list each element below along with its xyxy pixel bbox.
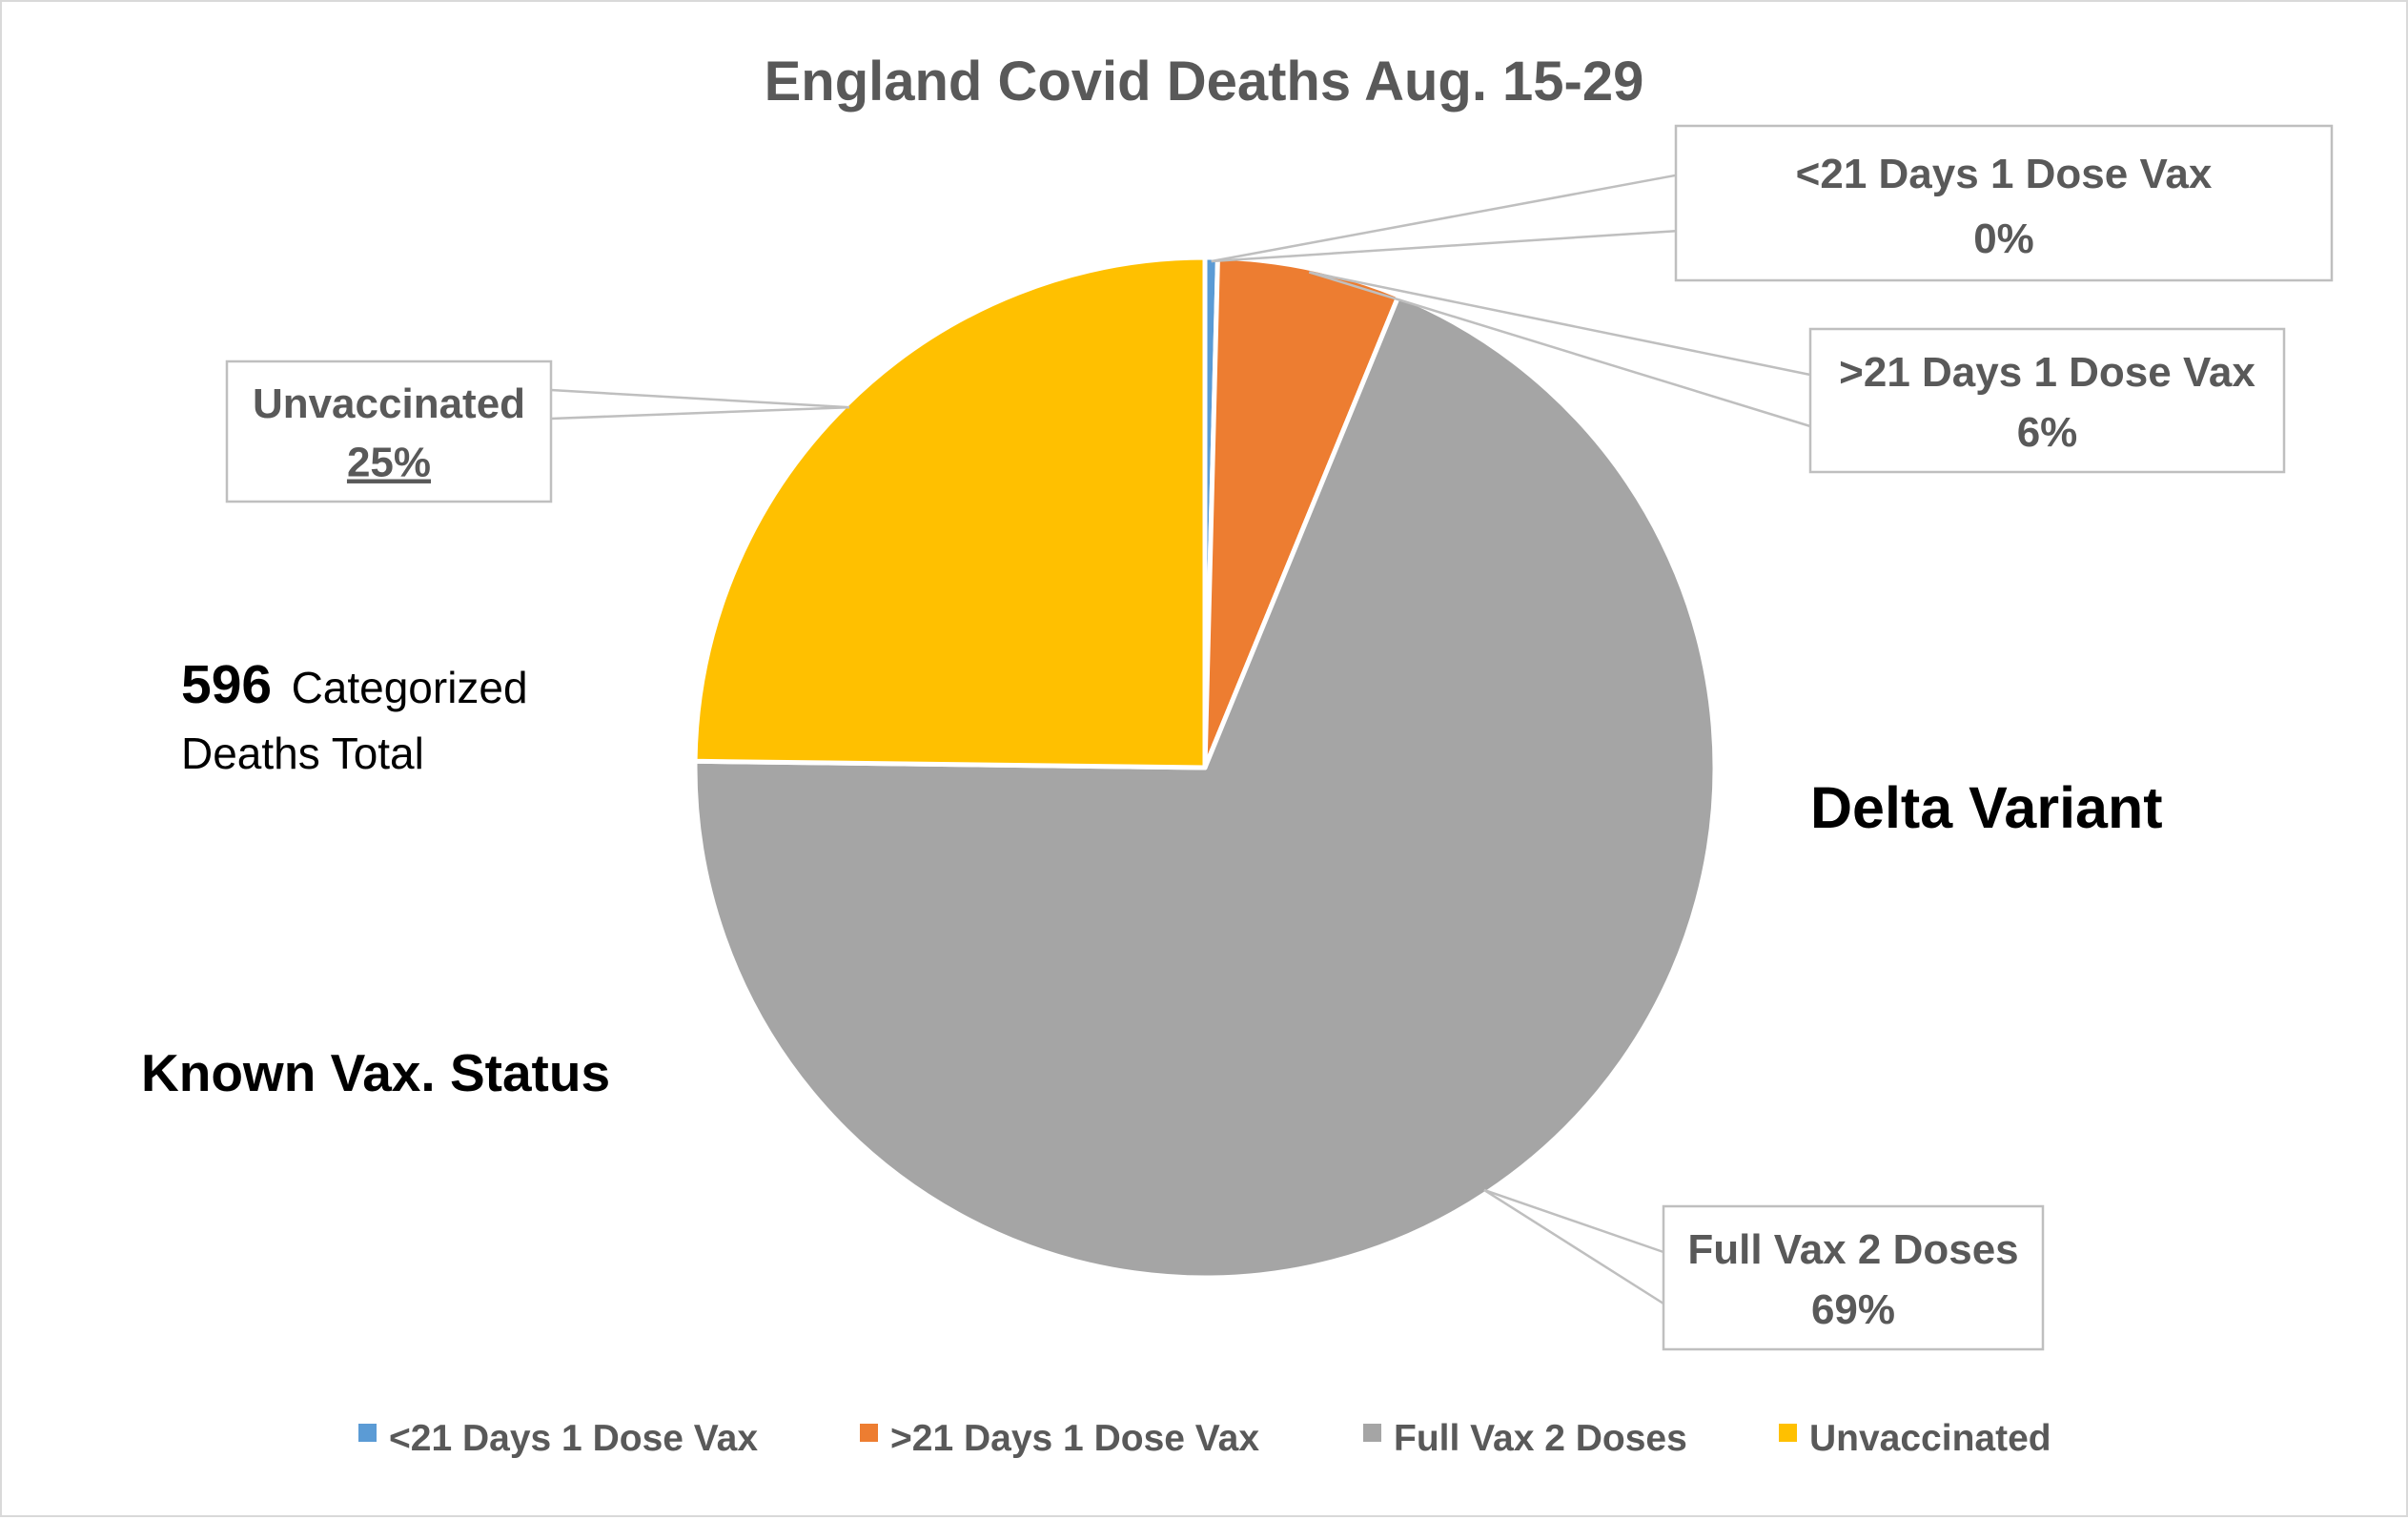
leader-line-3-b (1483, 1188, 1664, 1305)
callout-box-2 (1808, 327, 2286, 474)
callout-category-3: Full Vax 2 Doses (1687, 1226, 2018, 1273)
leader-line-1 (1211, 174, 1677, 263)
data-label-3: 69% (1811, 1286, 1895, 1333)
total-label-line1: Categorized (292, 663, 528, 712)
legend-swatch-4 (1779, 1424, 1797, 1442)
legend-swatch-1 (358, 1424, 377, 1442)
total-deaths-annotation: 596 Categorized (181, 654, 528, 715)
callout-category-4: Unvaccinated (253, 380, 525, 427)
data-label-1: 0% (1973, 216, 2034, 262)
total-count: 596 (181, 654, 272, 715)
leader-line-4 (550, 388, 849, 409)
chart-title: England Covid Deaths Aug. 15-29 (765, 51, 1644, 113)
legend-label-1: <21 Days 1 Dose Vax (389, 1418, 758, 1459)
legend-label-2: >21 Days 1 Dose Vax (890, 1418, 1259, 1459)
pie-slices (692, 255, 1718, 1281)
variant-annotation: Delta Variant (1810, 775, 2163, 840)
legend-label-4: Unvaccinated (1809, 1418, 2051, 1459)
callout-box-4 (225, 359, 553, 503)
leader-line-4-b (550, 405, 849, 421)
pie-slice-3 (692, 293, 1718, 1281)
legend: <21 Days 1 Dose Vax >21 Days 1 Dose Vax Fu… (358, 1418, 2051, 1459)
leader-line-1-b (1211, 229, 1677, 263)
callout-category-2: >21 Days 1 Dose Vax (1839, 349, 2255, 396)
legend-swatch-2 (860, 1424, 878, 1442)
callout-box-1 (1674, 124, 2334, 282)
callout-category-1: <21 Days 1 Dose Vax (1796, 151, 2213, 197)
callout-box-3 (1662, 1204, 2045, 1351)
pie-slice-4 (692, 255, 1208, 770)
legend-label-3: Full Vax 2 Doses (1394, 1418, 1687, 1459)
leader-line-2 (1309, 271, 1811, 377)
data-label-2: 6% (2017, 409, 2078, 456)
leader-lines (550, 174, 1811, 1305)
vax-status-annotation: Known Vax. Status (141, 1043, 610, 1102)
legend-swatch-3 (1363, 1424, 1381, 1442)
data-label-4: 25% (347, 440, 431, 486)
data-callouts: <21 Days 1 Dose Vax 0% >21 Days 1 Dose Vax… (225, 124, 2334, 1351)
leader-line-2-b (1308, 271, 1811, 428)
total-label-line2: Deaths Total (181, 729, 424, 778)
leader-line-3 (1483, 1188, 1664, 1254)
